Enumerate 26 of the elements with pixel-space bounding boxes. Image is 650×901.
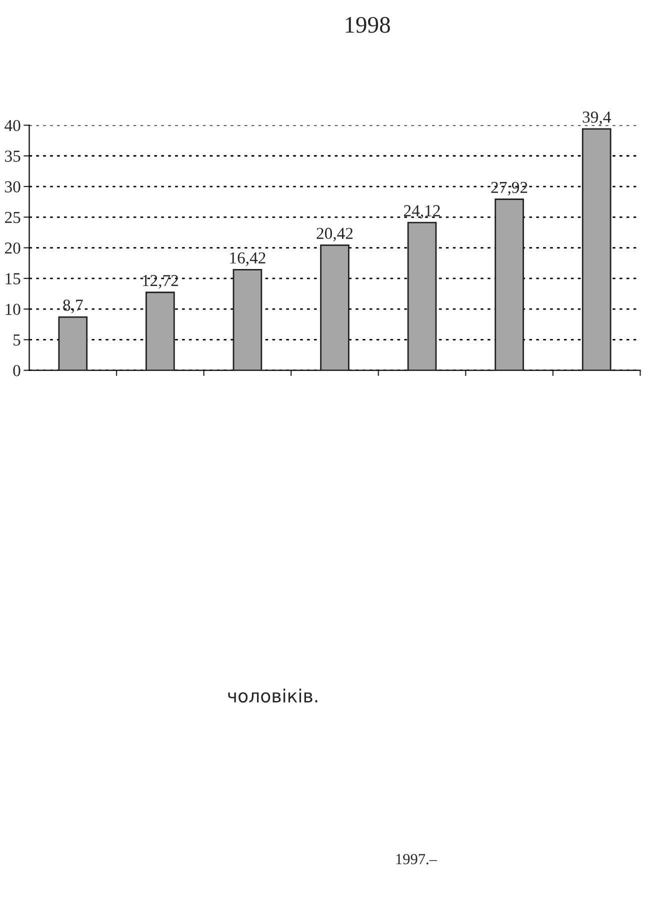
y-tick-label: 10 [6,304,20,315]
data-label: 16,42 [230,252,266,266]
bar [494,198,524,370]
data-label: 39,4 [582,112,611,126]
y-tick-label: 0 [13,365,20,376]
bar [58,316,88,370]
y-tick-label: 5 [14,334,20,346]
y-tick-label: 25 [4,212,20,224]
data-label: 8,7 [63,300,83,314]
bar [146,292,175,370]
y-tick-label: 40 [4,120,20,132]
bar [407,222,437,370]
text: 1997.– [396,854,438,864]
y-tick-label: 20 [4,242,20,254]
y-tick-label: 15 [6,273,20,284]
data-label: 12,72 [142,275,178,289]
bar [232,269,262,370]
data-label: 27,92 [491,182,528,196]
data-label: 24,12 [404,205,440,219]
y-tick-label: 35 [5,150,20,162]
y-tick-label: 30 [5,181,20,192]
text: чоловіків. [228,688,318,703]
data-label: 20,42 [316,228,353,242]
chart-title: 1998 [346,16,390,33]
bar [582,128,612,370]
bar [320,244,350,370]
